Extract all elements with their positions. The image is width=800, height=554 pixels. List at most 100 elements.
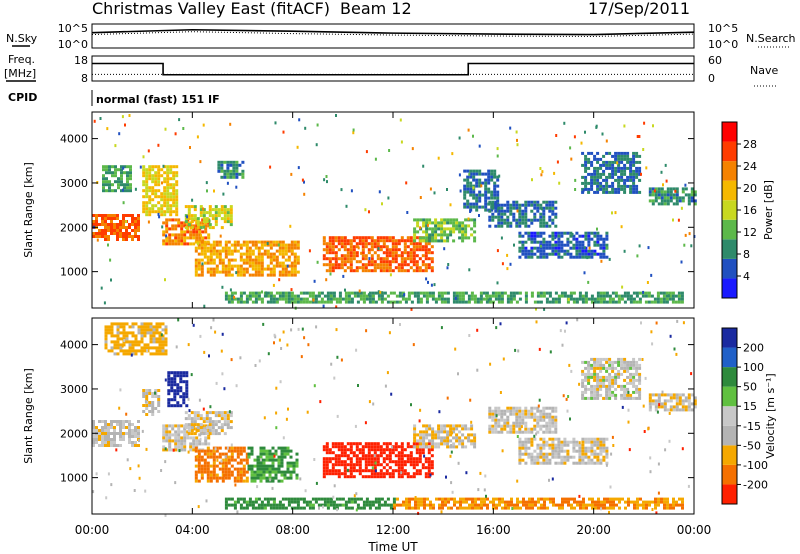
x-tick-label: 08:00 [275, 523, 310, 537]
colorbar-swatch [722, 367, 737, 387]
scatter-points [92, 318, 693, 517]
noise-panel: N.Sky N.Search 10^5 10^0 10^5 10^0 [6, 22, 796, 51]
colorbar-swatch [722, 141, 737, 162]
x-tick-label: 00:00 [75, 523, 110, 537]
colorbar-swatch [722, 406, 737, 426]
freq-left-tick-top: 18 [74, 54, 88, 67]
colorbar-swatch [722, 161, 737, 181]
noise-panel-frame [91, 23, 695, 49]
colorbar-swatch [722, 258, 737, 279]
cpid-value: normal (fast) 151 IF [96, 93, 220, 106]
velocity-ylabel: Slant Range [km] [22, 368, 35, 464]
nsky-series-line [91, 28, 695, 36]
echo-region [518, 231, 609, 259]
velocity-colorbar: -200 -100 -50 -15 15 50 100 200 Velocity [m s⁻¹… [721, 327, 777, 505]
echo-region [217, 160, 245, 179]
echo-region [322, 236, 434, 273]
time-x-axis: 00:00 04:00 08:00 12:00 16:00 20:00 00:00 [75, 112, 712, 537]
echo-region [184, 205, 233, 230]
colorbar-tick-label: 28 [743, 138, 757, 151]
colorbar-tick-label: -15 [743, 420, 761, 433]
echo-region [581, 151, 642, 194]
colorbar-swatch [722, 278, 737, 298]
echo-region [92, 420, 140, 447]
power-colorbar-label: Power [dB] [762, 180, 775, 240]
colorbar-swatch [722, 328, 737, 348]
y-tick-label: 3000 [60, 383, 88, 396]
freq-left-tick-bottom: 8 [81, 72, 88, 85]
nave-label: Nave [750, 64, 778, 77]
power-ylabel: Slant Range [km] [22, 162, 35, 258]
echo-region [518, 437, 609, 465]
velocity-panel-frame [91, 317, 695, 515]
nsearch-label: N.Search [746, 32, 796, 45]
velocity-colorbar-swatches [722, 328, 737, 504]
freq-nave-panel: Freq. [MHz] Nave 18 8 60 0 [4, 53, 778, 87]
colorbar-swatch [722, 219, 737, 240]
nsky-label: N.Sky [6, 32, 38, 45]
colorbar-tick-label: 100 [743, 361, 764, 374]
plot-date: 17/Sep/2011 [588, 0, 690, 18]
colorbar-tick-label: 4 [743, 270, 750, 283]
velocity-colorbar-frame [721, 327, 738, 505]
power-data-marks [92, 114, 697, 311]
power-panel-frame [91, 111, 695, 309]
colorbar-swatch [722, 484, 737, 504]
colorbar-tick-label: 20 [743, 182, 757, 195]
colorbar-tick-label: 15 [743, 400, 757, 413]
nsearch-series-line [91, 31, 695, 37]
x-tick-label: 16:00 [476, 523, 511, 537]
colorbar-swatch [722, 425, 737, 446]
echo-region [413, 218, 477, 243]
power-colorbar-ticks: 4 8 12 16 20 24 28 [737, 138, 757, 283]
colorbar-swatch [722, 180, 737, 201]
colorbar-swatch [722, 239, 737, 259]
echo-region [194, 446, 249, 483]
colorbar-swatch [722, 122, 737, 142]
noise-left-tick-bottom: 10^0 [58, 38, 88, 51]
echo-region [488, 200, 558, 228]
velocity-colorbar-ticks: -200 -100 -50 -15 15 50 100 200 [737, 342, 768, 491]
echo-region [142, 389, 161, 416]
x-tick-label: 04:00 [175, 523, 210, 537]
scatter-points [92, 114, 696, 311]
colorbar-swatch [722, 386, 737, 407]
echo-region [224, 497, 396, 510]
colorbar-tick-label: 8 [743, 248, 750, 261]
plot-title: Christmas Valley East (fitACF) [92, 0, 330, 18]
velocity-panel: 1000 2000 3000 4000 Slant Range [km] [22, 317, 697, 517]
y-tick-label: 2000 [60, 221, 88, 234]
x-tick-label: 00:00 [677, 523, 712, 537]
y-tick-label: 1000 [60, 266, 88, 279]
colorbar-tick-label: 200 [743, 342, 764, 355]
colorbar-tick-label: -50 [743, 439, 761, 452]
echo-region [247, 446, 299, 483]
noise-right-tick-top: 10^5 [708, 22, 738, 35]
echo-region [648, 187, 697, 206]
x-tick-label: 12:00 [376, 523, 411, 537]
freq-unit-label: [MHz] [4, 67, 36, 80]
echo-region [104, 322, 168, 356]
echo-region [194, 240, 300, 277]
freq-label: Freq. [8, 53, 35, 66]
power-panel: 1000 2000 3000 4000 Slant Range [km] [22, 111, 697, 311]
time-axis-label: Time UT [367, 540, 418, 554]
cpid-label: CPID [8, 91, 37, 104]
freq-right-tick-bottom: 0 [708, 72, 715, 85]
power-colorbar-swatches [722, 122, 737, 298]
freq-right-tick-top: 60 [708, 54, 722, 67]
freq-panel-frame [91, 55, 695, 82]
y-tick-label: 3000 [60, 177, 88, 190]
echo-region [413, 424, 477, 449]
echo-region [167, 371, 189, 408]
y-tick-label: 4000 [60, 339, 88, 352]
noise-right-tick-bottom: 10^0 [708, 38, 738, 51]
colorbar-tick-label: 24 [743, 160, 757, 173]
velocity-colorbar-label: Velocity [m s⁻¹] [764, 373, 777, 458]
colorbar-tick-label: 12 [743, 226, 757, 239]
echo-region [102, 165, 132, 193]
colorbar-tick-label: -100 [743, 459, 768, 472]
power-colorbar: 4 8 12 16 20 24 28 Power [dB] [721, 121, 775, 299]
echo-region [92, 214, 140, 241]
